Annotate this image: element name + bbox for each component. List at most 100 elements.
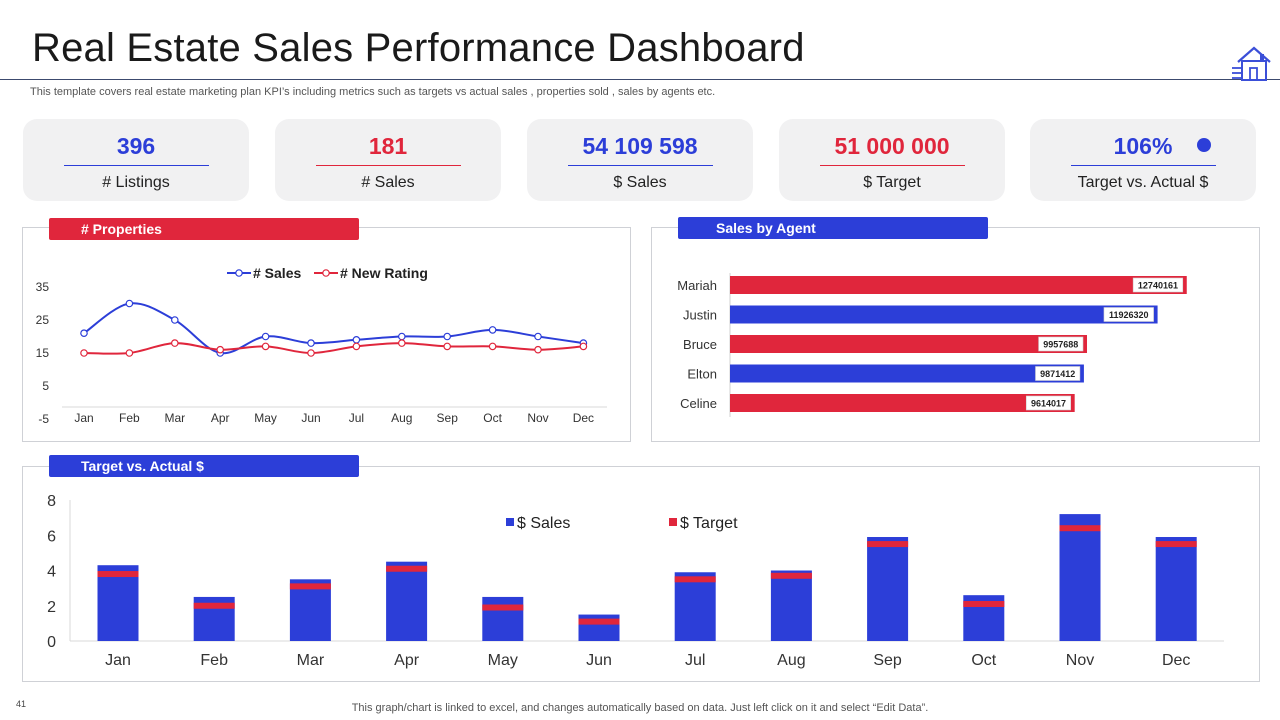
target-panel (22, 466, 1260, 682)
kpi-value: 181 (368, 133, 408, 159)
data-point (261, 332, 270, 341)
kpi-card-listings: 396 # Listings (23, 119, 249, 201)
category-label: Celine (680, 396, 717, 411)
data-point (216, 345, 225, 354)
sales-bar (289, 579, 331, 641)
x-tick-label: Feb (119, 411, 140, 425)
data-label: 12740161 (1138, 281, 1178, 291)
data-point (125, 299, 134, 308)
legend-label: # New Rating (340, 265, 428, 281)
x-tick-label: Dec (1162, 652, 1190, 669)
footnote: This graph/chart is linked to excel, and… (351, 702, 929, 714)
x-tick-label: May (254, 411, 277, 425)
x-tick-label: Jul (349, 411, 364, 425)
target-marker (386, 565, 428, 572)
target-marker (97, 571, 139, 578)
x-tick-label: Nov (1066, 652, 1094, 669)
x-tick-label: Jun (301, 411, 320, 425)
legend-label: $ Target (680, 515, 738, 532)
house-icon (1232, 46, 1271, 81)
kpi-card-target-vs-actual: 106% Target vs. Actual $ (1030, 119, 1256, 201)
x-tick-label: Sep (873, 652, 902, 669)
data-label-box (1103, 307, 1154, 322)
data-point (443, 342, 452, 351)
x-tick-label: Dec (573, 411, 594, 425)
kpi-label: $ Target (863, 174, 921, 191)
x-tick-label: Jun (586, 652, 612, 669)
y-tick-label: 4 (47, 564, 56, 581)
data-point (352, 336, 361, 344)
status-dot-icon (1197, 138, 1211, 152)
series-line (83, 302, 584, 355)
y-tick-label: 5 (42, 379, 49, 393)
data-label-box (1035, 366, 1081, 381)
kpi-divider (316, 165, 461, 166)
target-marker (578, 618, 620, 625)
y-tick-label: 6 (47, 528, 56, 545)
x-tick-label: Apr (211, 411, 230, 425)
x-tick-label: Aug (391, 411, 412, 425)
kpi-value: 54 109 598 (582, 133, 698, 159)
x-tick-label: Sep (437, 411, 459, 425)
series-line (83, 342, 584, 355)
x-tick-label: Feb (200, 652, 228, 669)
target-column-chart: 0 2 4 6 8 Jan Feb Mar Apr May Jun Jul Aug Sep Oct Nov De… (47, 493, 1224, 669)
data-point (80, 329, 88, 338)
properties-line-chart: -5 5 15 25 35 Jan Feb Mar Apr May Jun Jul Aug Sep Oct N… (36, 265, 607, 426)
page-subtitle: This template covers real estate marketi… (30, 86, 716, 98)
x-tick-label: Mar (164, 411, 185, 425)
kpi-card-sales-amount: 54 109 598 $ Sales (527, 119, 753, 201)
data-label: 9614017 (1031, 399, 1066, 409)
panel-title: # Properties (81, 221, 162, 237)
y-tick-label: 8 (47, 493, 56, 510)
bar (730, 276, 1187, 294)
legend-swatch (506, 518, 514, 526)
title-divider (0, 79, 1280, 80)
kpi-label: $ Sales (613, 174, 667, 191)
properties-panel-header: # Properties (49, 218, 359, 240)
sales-bar (1155, 537, 1197, 641)
kpi-label: # Sales (361, 174, 415, 191)
panel-title: Target vs. Actual $ (81, 458, 204, 474)
y-tick-label: 35 (36, 280, 50, 294)
kpi-card-sales-count: 181 # Sales (275, 119, 501, 201)
x-tick-label: Jan (105, 652, 131, 669)
kpi-label: # Listings (102, 174, 170, 191)
kpi-label: Target vs. Actual $ (1077, 174, 1209, 191)
data-point (352, 342, 361, 351)
x-tick-label: May (488, 652, 518, 669)
agents-bar-chart: Mariah 12740161 Justin 11926320 Bruce 9957688… (677, 273, 1187, 417)
target-marker (674, 576, 716, 583)
kpi-value: 51 000 000 (834, 133, 950, 159)
data-point (579, 342, 588, 351)
data-point (307, 349, 315, 357)
x-tick-label: Oct (971, 652, 996, 669)
x-tick-label: Mar (297, 652, 325, 669)
sales-bar (97, 565, 139, 641)
data-label-box (1025, 395, 1071, 411)
category-label: Justin (683, 308, 717, 323)
page-number: 41 (16, 699, 27, 709)
y-tick-label: -5 (38, 412, 49, 426)
sales-bar (482, 596, 524, 641)
sales-bar (674, 572, 716, 641)
data-label: 9871412 (1040, 369, 1075, 379)
data-point (443, 332, 452, 341)
category-label: Bruce (683, 337, 717, 352)
target-marker (963, 600, 1005, 607)
target-marker (482, 604, 524, 611)
data-label: 11926320 (1109, 310, 1149, 320)
target-marker (1059, 525, 1101, 532)
bar (730, 364, 1084, 383)
data-label-box (1132, 277, 1184, 293)
x-tick-label: Apr (394, 652, 420, 669)
sales-bar (770, 570, 812, 641)
sales-bar (1059, 514, 1101, 641)
sales-bar (867, 537, 909, 641)
y-tick-label: 25 (36, 313, 50, 327)
category-label: Mariah (677, 278, 717, 293)
kpi-value: 396 (116, 133, 156, 159)
x-tick-label: Oct (483, 411, 502, 425)
data-point (534, 332, 542, 341)
kpi-divider (820, 165, 965, 166)
